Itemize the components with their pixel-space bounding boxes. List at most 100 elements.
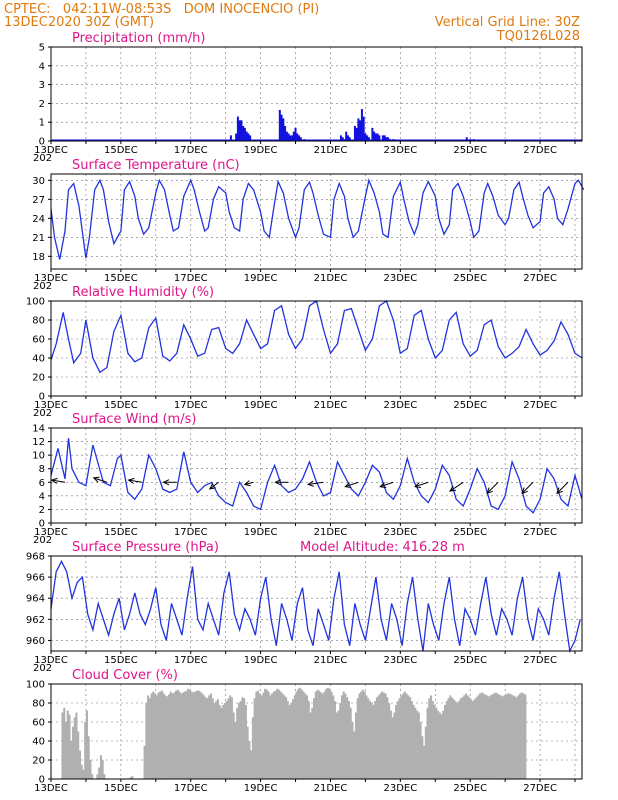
cloud-bar (304, 693, 307, 779)
precip-xtick-label: 27DEC (523, 145, 557, 156)
cloud-bar (473, 699, 476, 779)
pressure-ytick-label: 960 (26, 636, 45, 647)
cloud-bar (311, 707, 314, 779)
cloud-bar (171, 693, 174, 779)
cloud-bar (512, 695, 515, 779)
wind-panel: 0 2 4 6 8 10 12 14 13DEC 15DEC 17DEC 19DEC 21DEC 23DE… (32, 412, 583, 546)
temp-title: Surface Temperature (nC) (72, 158, 240, 173)
cloud-bar (288, 704, 291, 779)
cloud-bar (251, 717, 254, 779)
precip-bar (371, 127, 374, 141)
cloud-xtick-label: 27DEC (523, 783, 557, 794)
precip-bar (341, 137, 344, 141)
header-gridline-note: Vertical Grid Line: 30Z (435, 15, 580, 30)
cloud-bar (471, 701, 475, 779)
cloud-bar (454, 701, 457, 779)
precip-bar (339, 135, 342, 141)
wind-frame (50, 427, 583, 524)
precip-bar (385, 137, 388, 141)
cloud-bar (421, 736, 424, 779)
cloud-bar (370, 703, 373, 779)
wind-arrow-head (162, 479, 170, 486)
pressure-xtick-label: 13DEC (34, 655, 68, 666)
pressure-ytick-label: 964 (26, 594, 45, 605)
temp-ytick-label: 30 (32, 176, 45, 187)
cloud-bar (426, 707, 429, 779)
precip-bar (285, 131, 288, 141)
precip-bar (378, 135, 381, 141)
cloud-bar (360, 691, 363, 779)
cloud-bar (363, 691, 366, 779)
cloud-bar (220, 707, 223, 779)
temp-year-fragment: 202 (33, 281, 52, 292)
cloud-bar (302, 691, 305, 779)
cloud-bar (98, 767, 101, 779)
pressure-xtick-label: 15DEC (104, 655, 138, 666)
cloud-bar (480, 692, 483, 779)
precip-bar (381, 135, 384, 141)
cloud-bar (161, 690, 164, 779)
precip-xtick-label: 13DEC (34, 145, 68, 156)
cloud-bar (87, 736, 90, 779)
cloud-bar (236, 707, 239, 779)
precip-bar (242, 125, 245, 141)
precip-bar (282, 118, 285, 141)
cloud-bar (321, 693, 324, 779)
cloud-bar (314, 691, 317, 779)
cloud-bar (452, 699, 455, 779)
cloud-xtick-label: 19DEC (244, 783, 278, 794)
rh-ytick-label: 40 (32, 354, 45, 365)
cloud-bar (215, 701, 218, 779)
pressure-xtick-label: 23DEC (383, 655, 417, 666)
precip-bar (247, 133, 250, 141)
wind-ytick-label: 12 (32, 437, 45, 448)
cloud-bar (388, 703, 391, 779)
cloud-bar (175, 690, 178, 779)
cloud-bar (237, 703, 240, 779)
cloud-bar (213, 703, 216, 779)
wind-arrow-head (306, 480, 314, 487)
cloud-bar (522, 693, 525, 779)
cloud-bar (449, 695, 452, 779)
cloud-bar (464, 693, 468, 779)
cloud-bar (292, 699, 295, 779)
cloud-bar (209, 693, 212, 779)
cloud-bar (482, 693, 485, 779)
cloud-bar (159, 691, 162, 779)
cloud-bar (484, 694, 487, 779)
precip-bar (348, 137, 351, 141)
cloud-bar (503, 695, 506, 779)
cloud-bar (271, 693, 274, 779)
wind-ytick-label: 6 (39, 478, 45, 489)
cloud-bar (517, 695, 520, 779)
cloud-bar (466, 695, 469, 779)
wind-ytick-label: 14 (32, 424, 45, 435)
wind-arrow-shaft (486, 481, 499, 494)
cloud-bar (335, 712, 338, 779)
cloud-ytick-label: 100 (26, 680, 45, 691)
cloud-bar (428, 698, 431, 779)
precip-bar (235, 133, 238, 141)
wind-arrow-head (92, 476, 100, 483)
cloud-bar (155, 695, 158, 779)
cloud-bar (269, 695, 272, 779)
cloud-bar (403, 691, 406, 779)
cloud-bar (374, 701, 377, 779)
precip-bar (374, 133, 377, 141)
cloud-bar (152, 691, 155, 779)
cloud-bar (501, 696, 504, 779)
cloud-xtick-label: 15DEC (104, 783, 138, 794)
rh-frame (50, 300, 583, 397)
precip-bar (287, 133, 290, 141)
cloud-bar (391, 717, 394, 779)
precip-ytick-label: 5 (39, 43, 45, 54)
cloud-bar (316, 689, 319, 779)
cloud-bar (393, 712, 396, 779)
rh-panel: 0 20 40 60 80 100 13DEC 15DEC 17DEC 19DEC 21DEC 23D… (26, 285, 583, 419)
cloud-bar (78, 750, 81, 779)
wind-arrow-shaft (308, 481, 324, 485)
cloud-bar (148, 698, 151, 779)
cloud-bar (248, 741, 251, 779)
